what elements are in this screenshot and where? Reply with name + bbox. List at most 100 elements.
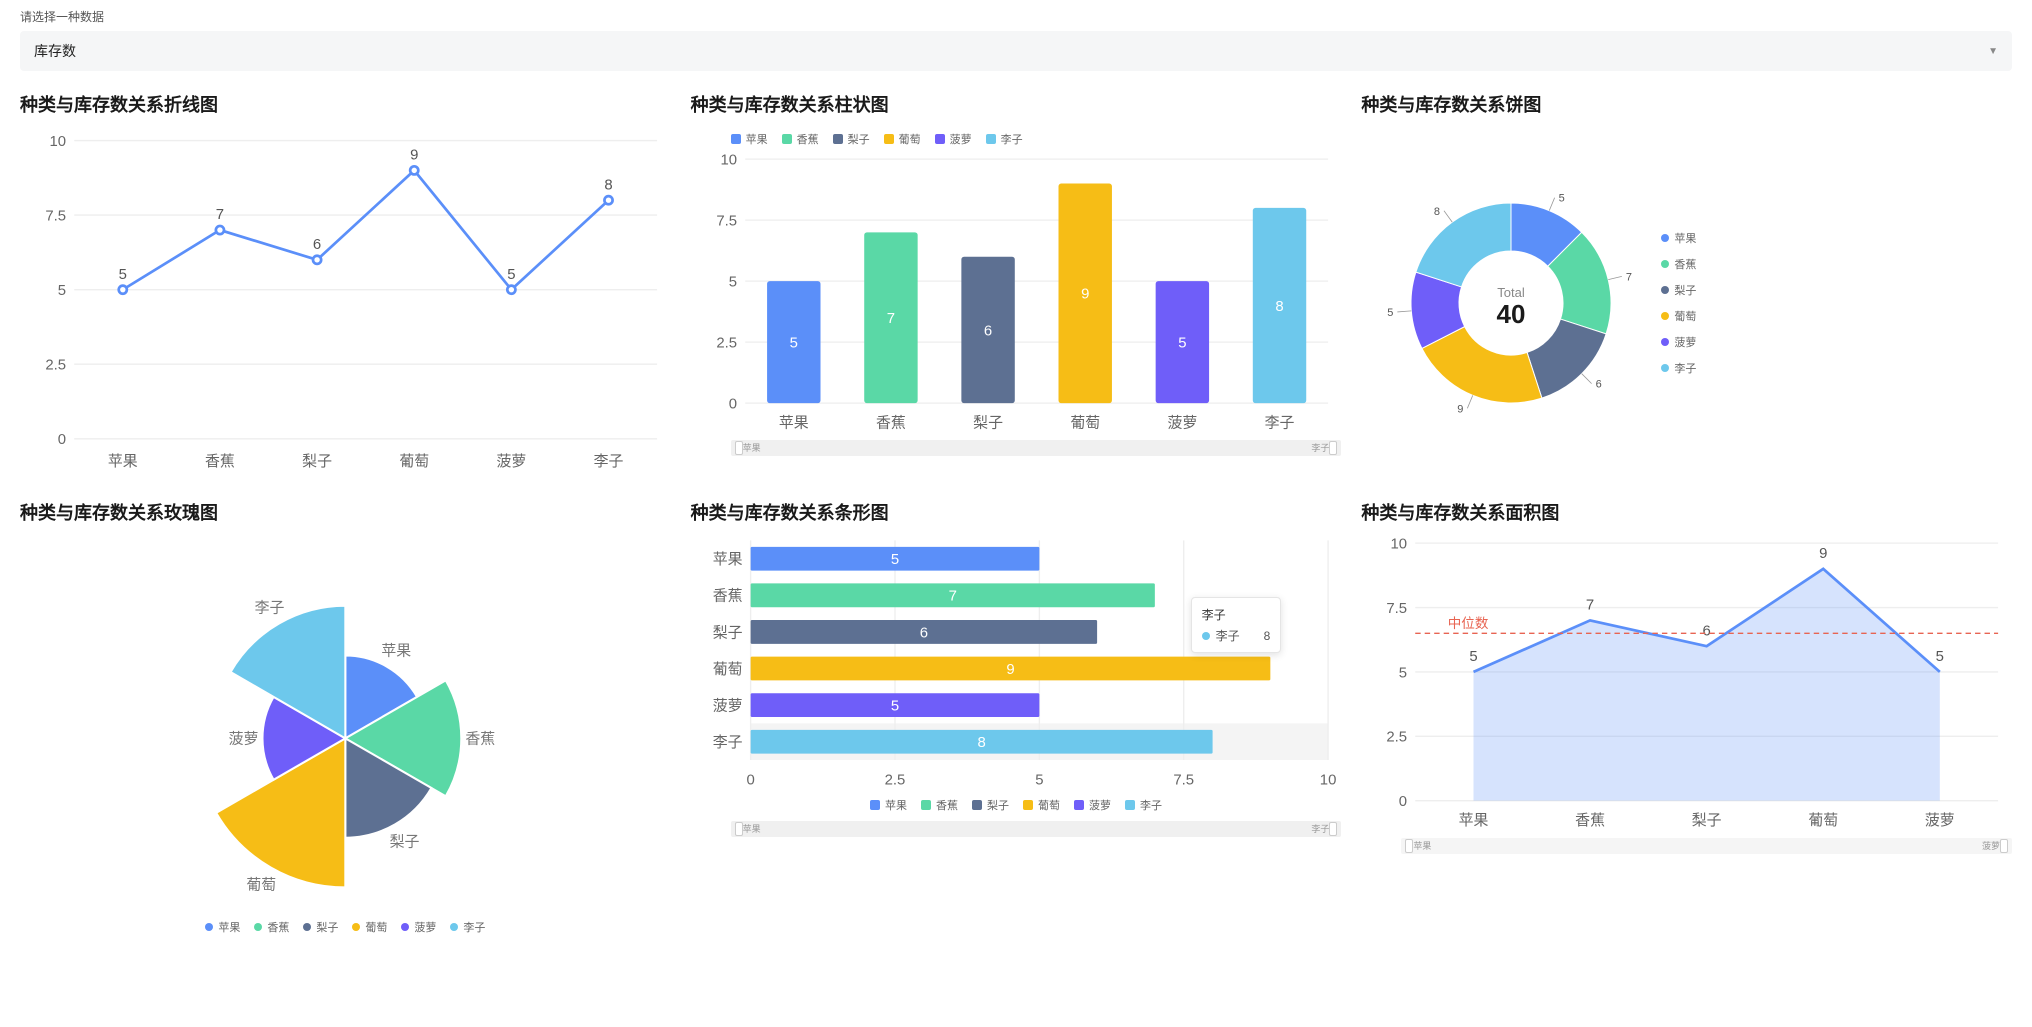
svg-text:菠萝: 菠萝 <box>1167 415 1197 432</box>
hbar-chart: 02.557.5105苹果7香蕉6梨子9葡萄5菠萝8李子 苹果香蕉梨子葡萄菠萝李… <box>691 535 1342 939</box>
legend-item[interactable]: 香蕉 <box>782 131 819 147</box>
legend-item[interactable]: 葡萄 <box>884 131 921 147</box>
svg-text:7.5: 7.5 <box>1387 601 1408 617</box>
svg-text:0: 0 <box>1399 795 1407 811</box>
svg-text:7.5: 7.5 <box>1173 773 1194 789</box>
legend-item[interactable]: 李子 <box>986 131 1023 147</box>
slider-handle-end[interactable] <box>1329 822 1337 836</box>
legend-item[interactable]: 菠萝 <box>1661 334 1696 350</box>
svg-text:梨子: 梨子 <box>712 625 742 642</box>
svg-text:5: 5 <box>1399 666 1407 682</box>
svg-text:5: 5 <box>1035 773 1043 789</box>
bar-chart: 苹果香蕉梨子葡萄菠萝李子 02.557.5105苹果7香蕉6梨子9葡萄5菠萝8李… <box>691 127 1342 479</box>
svg-text:葡萄: 葡萄 <box>1070 415 1100 432</box>
panel-title: 种类与库存数关系玫瑰图 <box>20 499 671 525</box>
legend-item[interactable]: 梨子 <box>1661 282 1696 298</box>
panel-title: 种类与库存数关系饼图 <box>1361 91 2012 117</box>
svg-text:0: 0 <box>58 432 66 448</box>
svg-text:香蕉: 香蕉 <box>712 588 742 605</box>
slider-handle-start[interactable] <box>1405 839 1413 853</box>
slider-handle-start[interactable] <box>735 441 743 455</box>
svg-text:10: 10 <box>49 134 66 150</box>
slider-handle-end[interactable] <box>2000 839 2008 853</box>
svg-text:2.5: 2.5 <box>716 336 737 352</box>
svg-text:香蕉: 香蕉 <box>465 731 495 748</box>
legend-item[interactable]: 苹果 <box>731 131 768 147</box>
svg-text:苹果: 苹果 <box>1459 813 1489 830</box>
svg-text:葡萄: 葡萄 <box>246 877 276 894</box>
svg-text:0: 0 <box>746 773 754 789</box>
svg-text:7.5: 7.5 <box>45 209 66 225</box>
legend-item[interactable]: 李子 <box>450 919 485 935</box>
svg-text:5: 5 <box>58 283 66 299</box>
legend-item[interactable]: 李子 <box>1125 797 1162 813</box>
svg-text:8: 8 <box>977 736 985 752</box>
legend-item[interactable]: 香蕉 <box>1661 256 1696 272</box>
svg-text:5: 5 <box>728 275 736 291</box>
svg-text:苹果: 苹果 <box>779 415 809 432</box>
legend-item[interactable]: 梨子 <box>303 919 338 935</box>
selector-value: 库存数 <box>34 41 76 61</box>
data-selector[interactable]: 库存数 ▼ <box>20 31 2012 71</box>
svg-text:9: 9 <box>1458 404 1464 416</box>
legend-item[interactable]: 梨子 <box>833 131 870 147</box>
svg-text:葡萄: 葡萄 <box>1809 813 1839 830</box>
svg-text:梨子: 梨子 <box>1692 813 1722 830</box>
legend-item[interactable]: 葡萄 <box>352 919 387 935</box>
legend-item[interactable]: 菠萝 <box>935 131 972 147</box>
svg-text:李子: 李子 <box>712 735 742 752</box>
svg-text:葡萄: 葡萄 <box>399 453 429 470</box>
legend-item[interactable]: 香蕉 <box>254 919 289 935</box>
bar-chart-panel: 种类与库存数关系柱状图 苹果香蕉梨子葡萄菠萝李子 02.557.5105苹果7香… <box>691 91 1342 479</box>
svg-text:菠萝: 菠萝 <box>1925 813 1955 830</box>
svg-text:9: 9 <box>1819 546 1827 562</box>
pie-chart: 576958Total40 苹果香蕉梨子葡萄菠萝李子 <box>1361 127 2012 479</box>
svg-text:5: 5 <box>891 699 899 715</box>
legend-item[interactable]: 苹果 <box>1661 230 1696 246</box>
svg-text:5: 5 <box>1178 336 1186 352</box>
legend-item[interactable]: 葡萄 <box>1023 797 1060 813</box>
svg-text:葡萄: 葡萄 <box>712 661 742 678</box>
area-chart: 02.557.510苹果5香蕉7梨子6葡萄9菠萝5中位数 苹果 菠萝 <box>1361 535 2012 939</box>
legend-item[interactable]: 苹果 <box>205 919 240 935</box>
svg-text:菠萝: 菠萝 <box>496 453 526 470</box>
svg-text:8: 8 <box>1434 206 1440 218</box>
legend-item[interactable]: 香蕉 <box>921 797 958 813</box>
svg-text:9: 9 <box>1081 287 1089 303</box>
legend-item[interactable]: 菠萝 <box>1074 797 1111 813</box>
svg-text:2.5: 2.5 <box>884 773 905 789</box>
svg-text:中位数: 中位数 <box>1448 616 1489 631</box>
hbar-data-slider[interactable]: 苹果 李子 <box>731 821 1342 837</box>
legend-item[interactable]: 菠萝 <box>401 919 436 935</box>
svg-text:梨子: 梨子 <box>302 453 332 470</box>
svg-text:李子: 李子 <box>1264 415 1294 432</box>
svg-text:0: 0 <box>728 397 736 413</box>
slider-handle-end[interactable] <box>1329 441 1337 455</box>
area-chart-panel: 种类与库存数关系面积图 02.557.510苹果5香蕉7梨子6葡萄9菠萝5中位数… <box>1361 499 2012 939</box>
legend-item[interactable]: 葡萄 <box>1661 308 1696 324</box>
panel-title: 种类与库存数关系面积图 <box>1361 499 2012 525</box>
svg-text:苹果: 苹果 <box>712 552 742 569</box>
svg-text:7: 7 <box>1626 272 1632 284</box>
svg-text:李子: 李子 <box>594 453 624 470</box>
svg-text:6: 6 <box>1596 379 1602 391</box>
svg-text:7.5: 7.5 <box>716 214 737 230</box>
svg-text:5: 5 <box>1388 307 1394 319</box>
svg-text:李子: 李子 <box>255 600 285 617</box>
svg-text:5: 5 <box>507 267 515 283</box>
svg-text:2.5: 2.5 <box>45 358 66 374</box>
legend-item[interactable]: 梨子 <box>972 797 1009 813</box>
rose-chart: 苹果香蕉梨子葡萄菠萝李子 苹果香蕉梨子葡萄菠萝李子 <box>20 535 671 939</box>
svg-text:9: 9 <box>1006 662 1014 678</box>
slider-handle-start[interactable] <box>735 822 743 836</box>
svg-text:10: 10 <box>720 153 737 169</box>
legend-item[interactable]: 苹果 <box>870 797 907 813</box>
bar-data-slider[interactable]: 苹果 李子 <box>731 440 1342 456</box>
legend-item[interactable]: 李子 <box>1661 360 1696 376</box>
svg-text:5: 5 <box>1936 650 1944 666</box>
svg-text:菠萝: 菠萝 <box>712 698 742 715</box>
area-data-slider[interactable]: 苹果 菠萝 <box>1401 838 2012 854</box>
svg-text:2.5: 2.5 <box>1387 730 1408 746</box>
svg-text:香蕉: 香蕉 <box>1576 813 1606 830</box>
selector-label: 请选择一种数据 <box>20 8 2012 25</box>
